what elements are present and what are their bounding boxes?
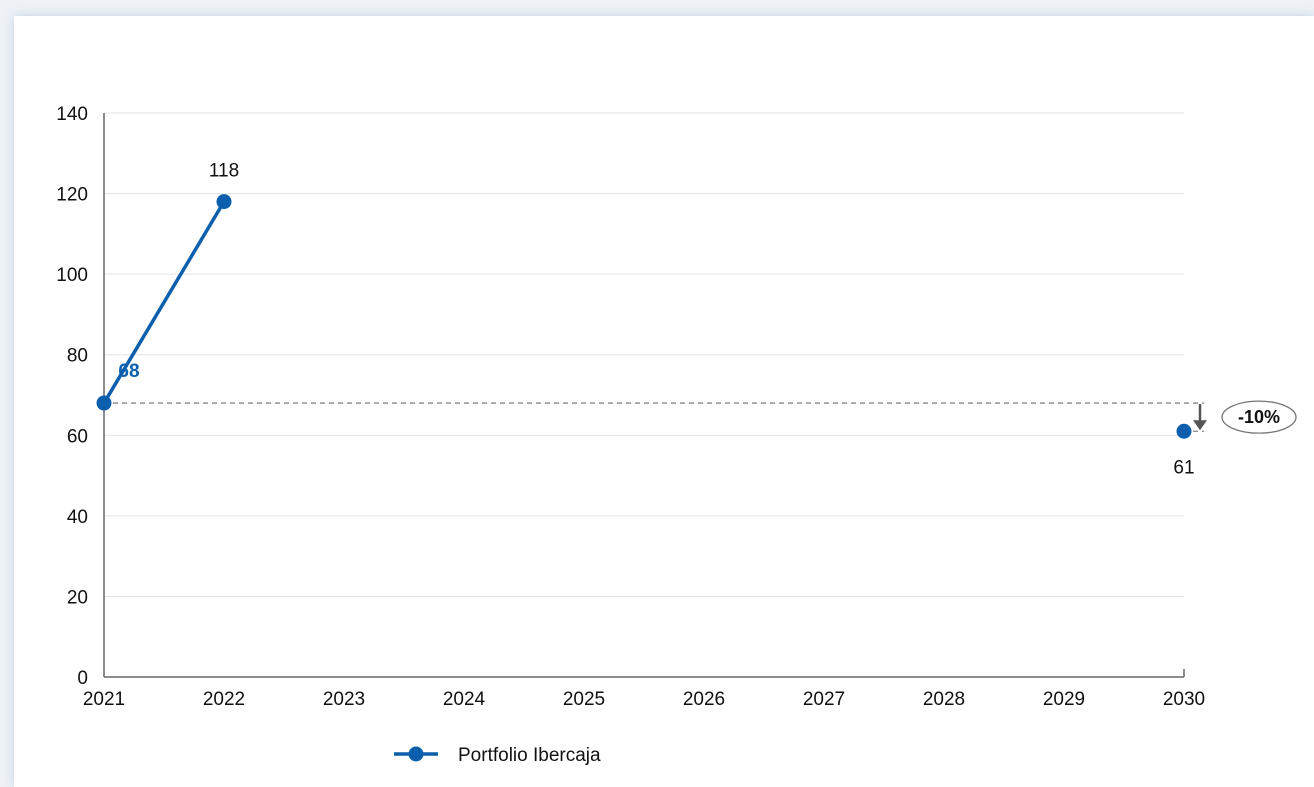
y-tick-label: 100	[56, 265, 88, 286]
gridlines	[104, 112, 1184, 597]
y-tick-label: 0	[77, 668, 88, 689]
reference-line-layer	[104, 402, 1204, 432]
y-tick-label: 20	[67, 587, 88, 608]
y-tick-label: 80	[67, 346, 88, 367]
legend: Portfolio Ibercaja	[394, 745, 601, 766]
x-tick-label: 2029	[1043, 689, 1085, 710]
series-point	[1176, 423, 1192, 439]
annotation-arrow-head	[1193, 420, 1207, 431]
change-annotation: -10%	[1193, 400, 1297, 434]
annotation-label: -10%	[1238, 407, 1280, 427]
x-tick-label: 2023	[323, 689, 365, 710]
series-line	[102, 200, 226, 404]
annotation-badge	[1221, 400, 1297, 434]
legend-marker	[408, 746, 424, 762]
data-label: 118	[209, 161, 239, 182]
series-layer	[96, 194, 1192, 439]
data-label: 68	[118, 361, 139, 382]
data-label: 61	[1173, 457, 1194, 478]
legend-label: Portfolio Ibercaja	[458, 745, 601, 766]
axes: 0 20 40 60 80 100 120 140 2021 2022 2023 2024 2025 20…	[56, 104, 1205, 710]
series-point	[216, 194, 232, 210]
x-tick-label: 2028	[923, 689, 965, 710]
y-tick-label: 140	[56, 104, 88, 125]
x-tick-label: 2030	[1163, 689, 1205, 710]
x-tick-label: 2024	[443, 689, 486, 710]
y-tick-label: 120	[56, 185, 88, 206]
x-tick-label: 2026	[683, 689, 725, 710]
chart-card: 0 20 40 60 80 100 120 140 2021 2022 2023 2024 2025 20…	[14, 16, 1314, 787]
y-tick-label: 40	[67, 507, 88, 528]
x-tick-label: 2027	[803, 689, 845, 710]
x-tick-label: 2025	[563, 689, 605, 710]
data-labels: 68 118 61	[118, 161, 1194, 479]
x-tick-label: 2022	[203, 689, 245, 710]
series-point	[96, 395, 112, 411]
x-tick-label: 2021	[83, 689, 125, 710]
y-tick-label: 60	[67, 426, 88, 447]
line-chart: 0 20 40 60 80 100 120 140 2021 2022 2023 2024 2025 20…	[56, 104, 1297, 766]
